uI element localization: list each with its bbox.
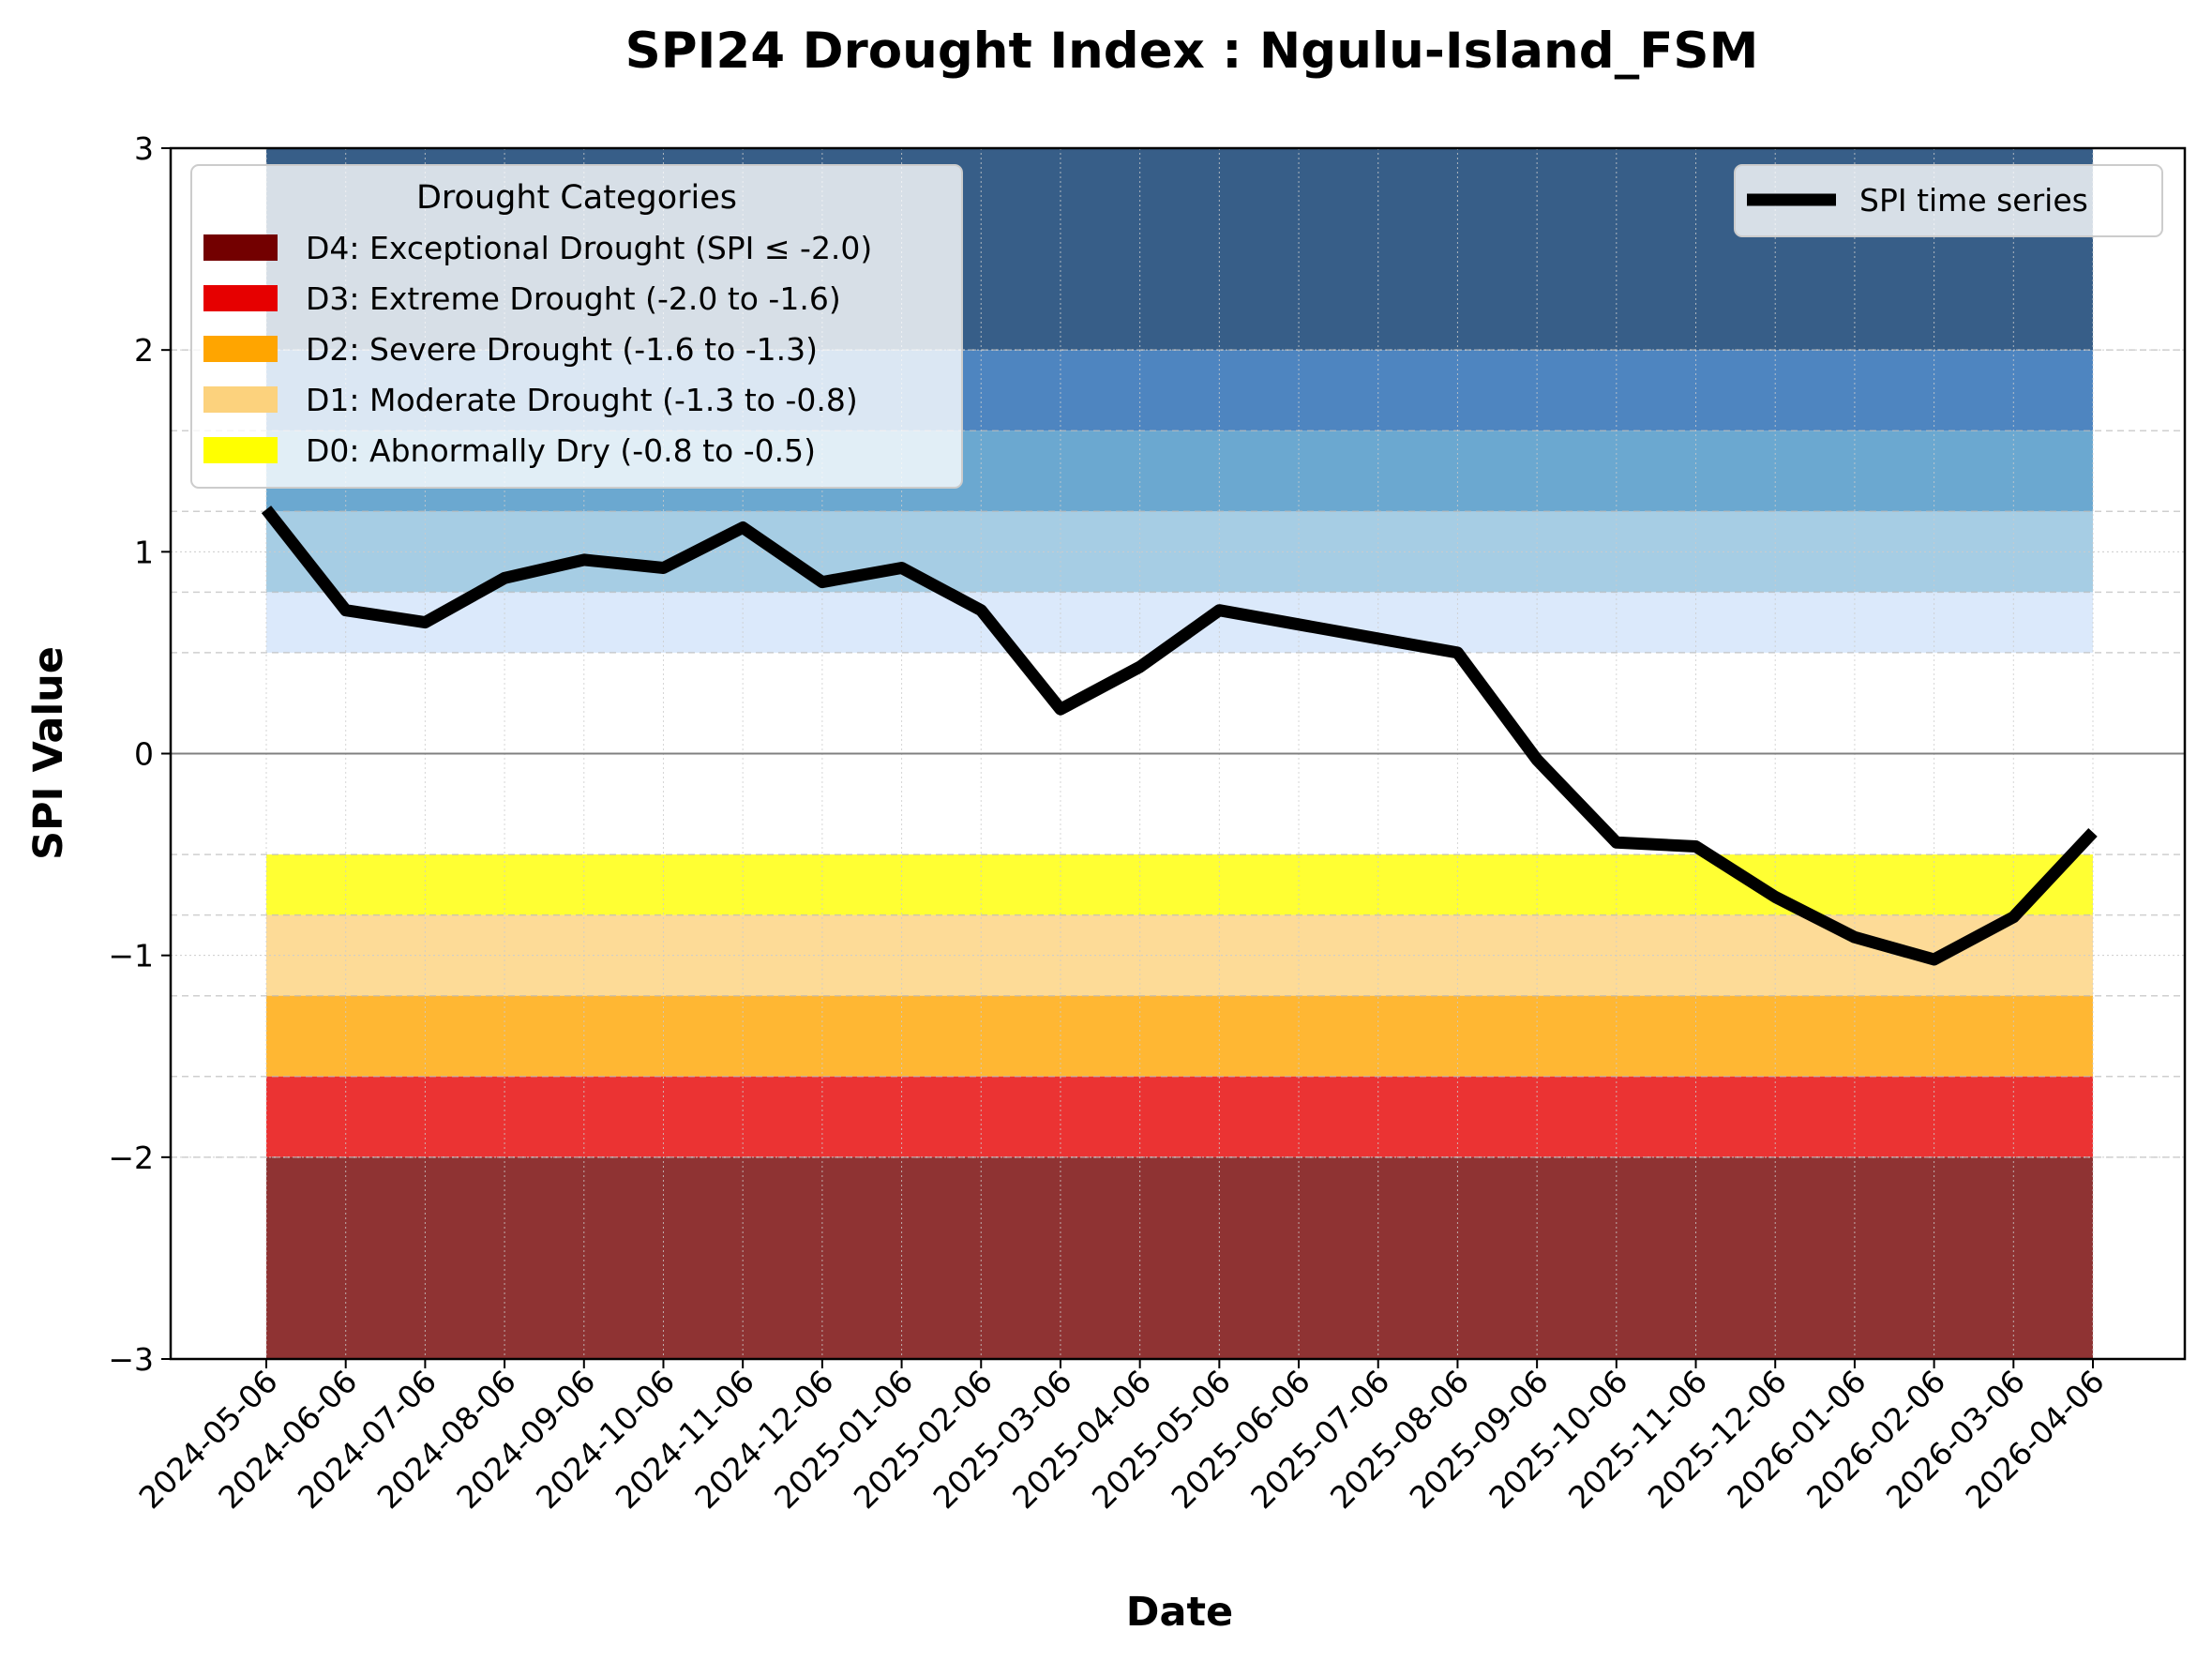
legend-swatch: [203, 234, 278, 261]
legend-drought-categories: Drought Categories D4: Exceptional Droug…: [190, 164, 963, 489]
band-5: [266, 854, 2093, 915]
chart-title: SPI24 Drought Index : Ngulu-Island_FSM: [625, 23, 1759, 80]
y-axis-ticks: 3 2 1 0 −1 −2 −3: [108, 130, 171, 1378]
y-tick-label: −1: [108, 938, 154, 974]
legend-item-label: D4: Exceptional Drought (SPI ≤ -2.0): [306, 230, 872, 266]
y-axis-label: SPI Value: [25, 646, 72, 860]
legend-categories-box: [190, 164, 963, 489]
x-tick-label: 2026-04-06: [1958, 1363, 2111, 1516]
legend-series: SPI time series: [1734, 164, 2163, 237]
band-8: [266, 1076, 2093, 1157]
legend-item-label: D3: Extreme Drought (-2.0 to -1.6): [306, 280, 841, 317]
y-tick-label: 0: [134, 736, 154, 773]
band-7: [266, 995, 2093, 1077]
legend-categories-title: Drought Categories: [416, 179, 737, 217]
x-axis-label: Date: [1126, 1589, 1233, 1636]
y-tick-label: −2: [108, 1140, 154, 1176]
y-tick-label: 1: [134, 534, 154, 570]
legend-item-label: D0: Abnormally Dry (-0.8 to -0.5): [306, 432, 816, 469]
band-9: [266, 1156, 2093, 1359]
legend-series-label: SPI time series: [1859, 182, 2088, 219]
legend-item-label: D1: Moderate Drought (-1.3 to -0.8): [306, 382, 858, 418]
x-axis-ticks: 2024-05-062024-06-062024-07-062024-08-06…: [131, 1359, 2112, 1516]
legend-swatch: [203, 285, 278, 311]
legend-item-label: D2: Severe Drought (-1.6 to -1.3): [306, 331, 818, 368]
y-tick-label: 2: [134, 332, 154, 369]
y-tick-label: 3: [134, 130, 154, 167]
y-tick-label: −3: [108, 1341, 154, 1378]
legend-series-box: [1734, 164, 2163, 237]
spi-series-line: [261, 506, 2098, 966]
legend-swatch: [203, 437, 278, 463]
legend-swatch: [203, 386, 278, 413]
legend-swatch: [203, 336, 278, 362]
